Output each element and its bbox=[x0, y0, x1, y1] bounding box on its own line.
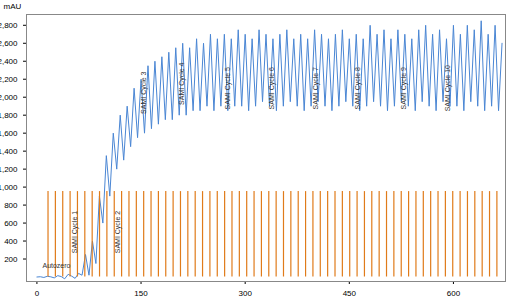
svg-text:2,800: 2,800 bbox=[0, 21, 18, 30]
svg-text:Autozero: Autozero bbox=[42, 262, 70, 269]
svg-text:200: 200 bbox=[4, 255, 18, 264]
svg-text:800: 800 bbox=[4, 201, 18, 210]
svg-text:SAMI Cycle 6: SAMI Cycle 6 bbox=[268, 67, 276, 110]
svg-text:1,000: 1,000 bbox=[0, 183, 18, 192]
svg-text:0: 0 bbox=[35, 289, 40, 298]
svg-text:mAU: mAU bbox=[4, 2, 22, 11]
svg-text:SAMI Cycle 5: SAMI Cycle 5 bbox=[224, 67, 232, 110]
svg-text:SAMI Cycle 1: SAMI Cycle 1 bbox=[71, 211, 79, 254]
svg-text:SAMI Cycle 2: SAMI Cycle 2 bbox=[114, 211, 122, 254]
svg-text:SAMI Cycle 4: SAMI Cycle 4 bbox=[178, 62, 186, 105]
svg-text:SAMI Cycle 3: SAMI Cycle 3 bbox=[140, 71, 148, 114]
svg-text:2,600: 2,600 bbox=[0, 39, 18, 48]
svg-text:2,400: 2,400 bbox=[0, 57, 18, 66]
svg-text:600: 600 bbox=[4, 219, 18, 228]
svg-text:1,200: 1,200 bbox=[0, 165, 18, 174]
svg-text:600: 600 bbox=[447, 289, 461, 298]
svg-text:450: 450 bbox=[343, 289, 357, 298]
svg-text:1,400: 1,400 bbox=[0, 147, 18, 156]
svg-text:SAMI Cycle 8: SAMI Cycle 8 bbox=[354, 67, 362, 110]
svg-text:SAMI Cycle 7: SAMI Cycle 7 bbox=[312, 67, 320, 110]
svg-text:SAMI Cycle 9: SAMI Cycle 9 bbox=[400, 67, 408, 110]
svg-text:150: 150 bbox=[134, 289, 148, 298]
svg-text:300: 300 bbox=[238, 289, 252, 298]
svg-text:1,800: 1,800 bbox=[0, 111, 18, 120]
svg-text:SAMI Cycle 10: SAMI Cycle 10 bbox=[444, 65, 452, 111]
svg-text:2,000: 2,000 bbox=[0, 93, 18, 102]
svg-text:1,600: 1,600 bbox=[0, 129, 18, 138]
svg-text:400: 400 bbox=[4, 237, 18, 246]
svg-text:2,200: 2,200 bbox=[0, 75, 18, 84]
